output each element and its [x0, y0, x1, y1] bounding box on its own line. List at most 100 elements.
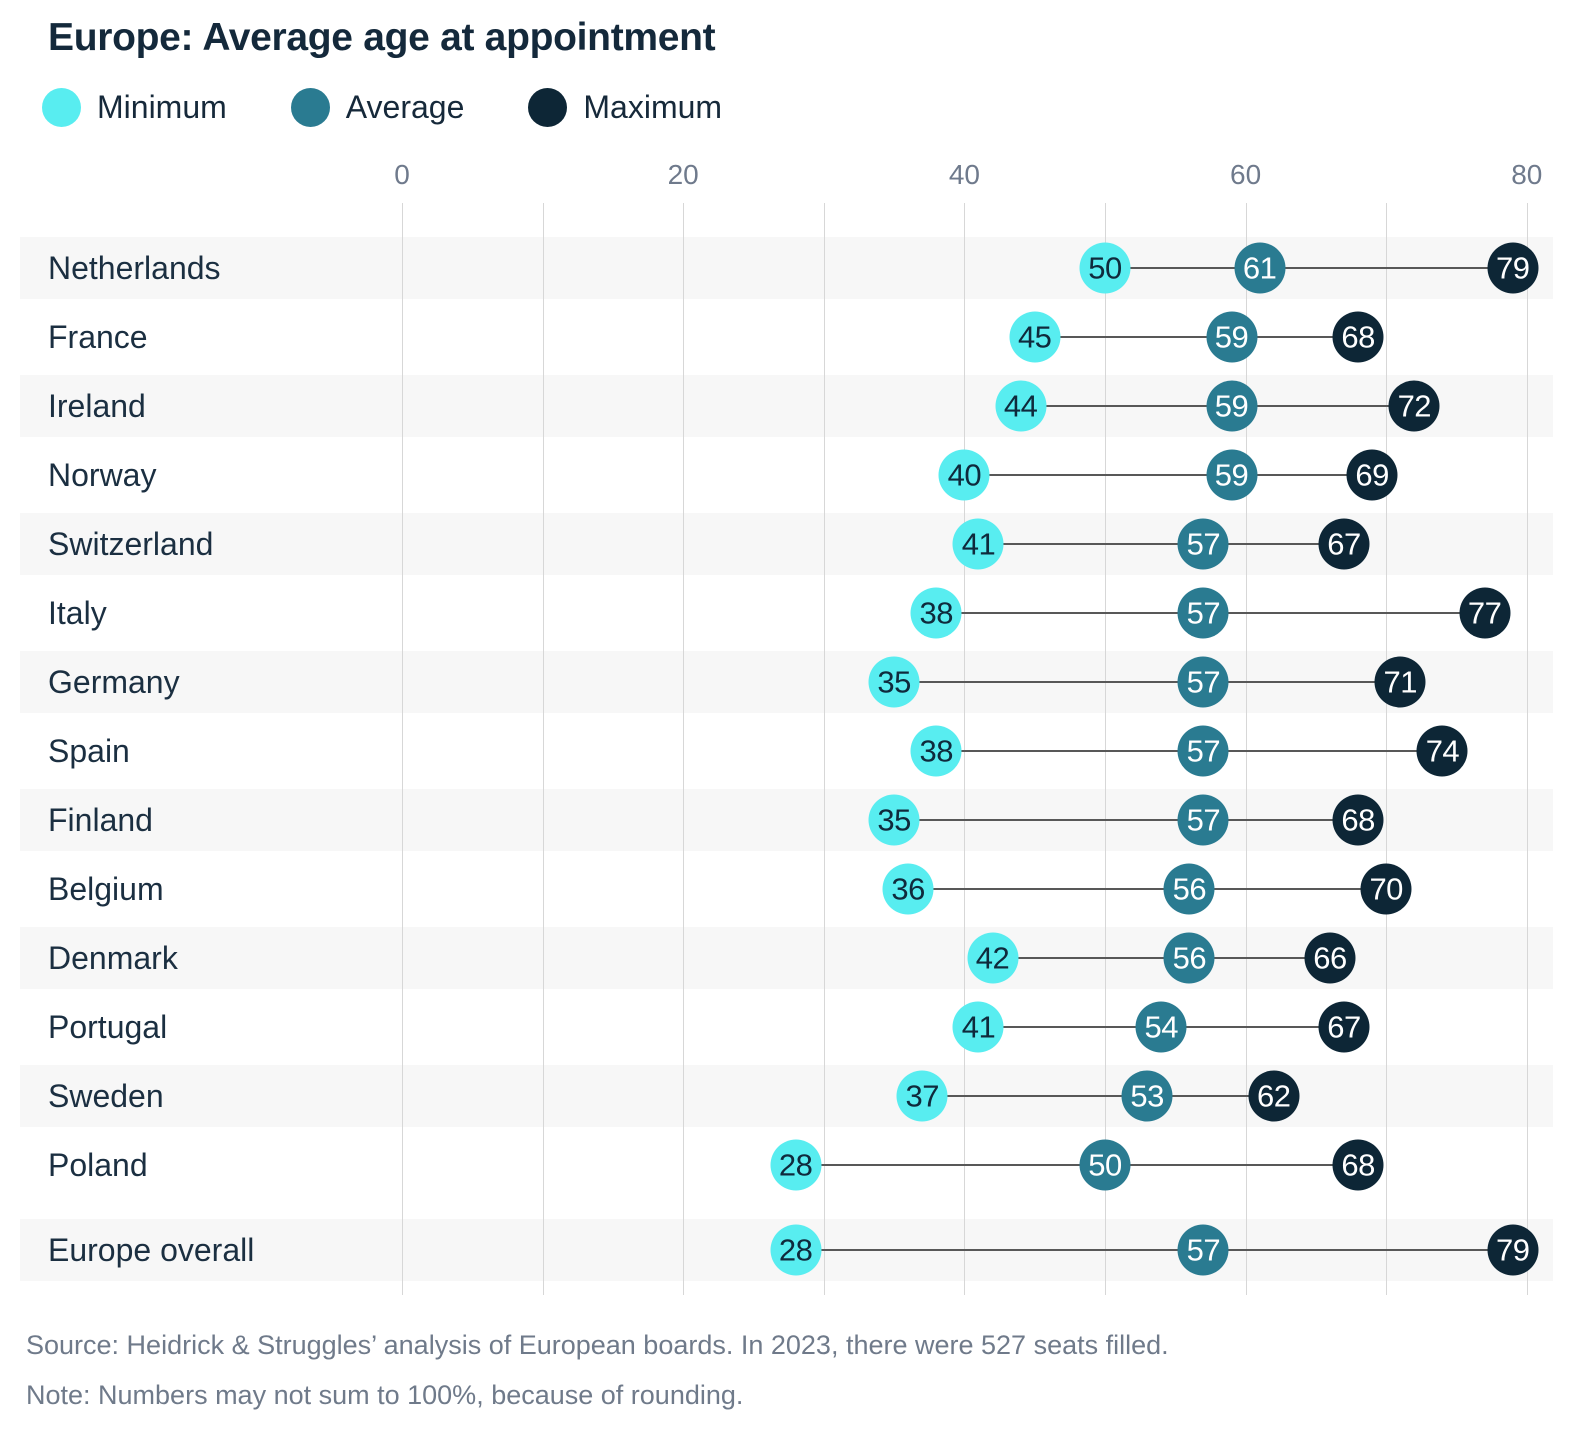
row-band [20, 1065, 1553, 1127]
range-line [894, 819, 1359, 821]
range-line [795, 1249, 1513, 1251]
gridline [1105, 203, 1106, 1295]
gridline [823, 203, 825, 1295]
avg-dot: 57 [1177, 1224, 1229, 1276]
avg-dot: 59 [1206, 380, 1258, 432]
row-label: Spain [48, 733, 130, 769]
max-dot: 68 [1332, 1139, 1384, 1191]
min-dot: 45 [1009, 311, 1061, 363]
min-dot: 44 [995, 380, 1047, 432]
avg-dot: 54 [1135, 1001, 1187, 1053]
row-label: Europe overall [48, 1232, 255, 1268]
min-dot: 38 [910, 725, 962, 777]
x-tick-label: 20 [667, 159, 699, 190]
max-dot: 70 [1360, 863, 1412, 915]
row-label: Sweden [48, 1078, 164, 1114]
range-line [992, 957, 1330, 959]
x-tick-label: 0 [394, 159, 410, 190]
x-tick-label: 60 [1230, 159, 1262, 190]
range-line [894, 681, 1401, 683]
avg-dot: 57 [1177, 587, 1229, 639]
max-dot: 77 [1459, 587, 1511, 639]
min-dot: 37 [896, 1070, 948, 1122]
gridline [1386, 203, 1388, 1295]
min-dot: 38 [910, 587, 962, 639]
rounding-note: Note: Numbers may not sum to 100%, becau… [26, 1380, 744, 1410]
avg-dot: 59 [1206, 449, 1258, 501]
avg-dot: 53 [1121, 1070, 1173, 1122]
row-label: Finland [48, 802, 153, 838]
avg-dot: 56 [1163, 932, 1215, 984]
min-dot: 35 [868, 794, 920, 846]
max-dot: 79 [1487, 1224, 1539, 1276]
x-tick-label: 80 [1511, 159, 1543, 190]
row-label: Italy [48, 595, 107, 631]
max-dot: 72 [1388, 380, 1440, 432]
avg-dot: 57 [1177, 794, 1229, 846]
maximum-legend-dot-icon [528, 88, 568, 127]
range-line [795, 1164, 1359, 1166]
range-line [1034, 336, 1359, 338]
row-label: Denmark [48, 940, 178, 976]
legend-item-average: Average [290, 88, 465, 127]
avg-dot: 59 [1206, 311, 1258, 363]
gridline [1245, 203, 1247, 1295]
avg-dot: 57 [1177, 725, 1229, 777]
max-dot: 74 [1416, 725, 1468, 777]
range-line [908, 888, 1387, 890]
chart-footer: Source: Heidrick & Struggles’ analysis o… [26, 1330, 1169, 1430]
min-dot: 28 [770, 1139, 822, 1191]
max-dot: 68 [1332, 794, 1384, 846]
x-tick-label: 40 [948, 159, 980, 190]
legend-item-maximum: Maximum [528, 88, 722, 127]
avg-dot: 61 [1234, 242, 1286, 294]
max-dot: 67 [1318, 1001, 1370, 1053]
gridline [683, 203, 685, 1295]
range-line [922, 1095, 1274, 1097]
legend-label-average: Average [345, 89, 465, 125]
legend-item-minimum: Minimum [42, 88, 227, 127]
min-dot: 40 [938, 449, 990, 501]
range-line [964, 474, 1373, 476]
max-dot: 69 [1346, 449, 1398, 501]
row-label: Belgium [48, 871, 164, 907]
gridline [1526, 203, 1528, 1295]
gridline [402, 203, 403, 1295]
max-dot: 66 [1304, 932, 1356, 984]
min-dot: 28 [770, 1224, 822, 1276]
min-dot: 42 [967, 932, 1019, 984]
max-dot: 67 [1318, 518, 1370, 570]
row-label: Norway [48, 457, 157, 493]
row-label: France [48, 319, 148, 355]
min-dot: 35 [868, 656, 920, 708]
row-label: Germany [48, 664, 180, 700]
legend-label-minimum: Minimum [97, 89, 227, 125]
minimum-legend-dot-icon [42, 88, 81, 127]
row-label: Poland [48, 1147, 148, 1183]
row-label: Portugal [48, 1009, 168, 1045]
max-dot: 79 [1487, 242, 1539, 294]
min-dot: 36 [882, 863, 934, 915]
average-legend-dot-icon [290, 88, 330, 127]
gridline [542, 203, 544, 1295]
avg-dot: 50 [1079, 1139, 1131, 1191]
source-note: Source: Heidrick & Struggles’ analysis o… [26, 1330, 1169, 1360]
min-dot: 41 [952, 518, 1004, 570]
min-dot: 41 [952, 1001, 1004, 1053]
row-label: Switzerland [48, 526, 214, 562]
avg-dot: 57 [1177, 656, 1229, 708]
avg-dot: 57 [1177, 518, 1229, 570]
gridline [964, 203, 966, 1295]
row-label: Ireland [48, 388, 146, 424]
chart-legend: Minimum Average Maximum [42, 88, 722, 127]
range-line [1105, 267, 1513, 269]
max-dot: 62 [1248, 1070, 1300, 1122]
legend-label-maximum: Maximum [583, 89, 723, 125]
max-dot: 68 [1332, 311, 1384, 363]
row-label: Netherlands [48, 250, 221, 286]
range-line [978, 543, 1344, 545]
min-dot: 50 [1079, 242, 1131, 294]
avg-dot: 56 [1163, 863, 1215, 915]
